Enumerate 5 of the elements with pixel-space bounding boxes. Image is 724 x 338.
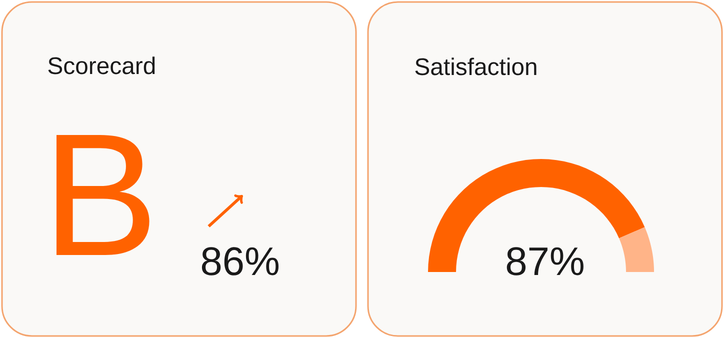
text: Scorecard [48,56,155,74]
text: 86% [202,247,279,276]
text: B [56,135,150,255]
chart-title: Satisfaction [415,58,536,76]
data-label: 87% [506,247,584,276]
